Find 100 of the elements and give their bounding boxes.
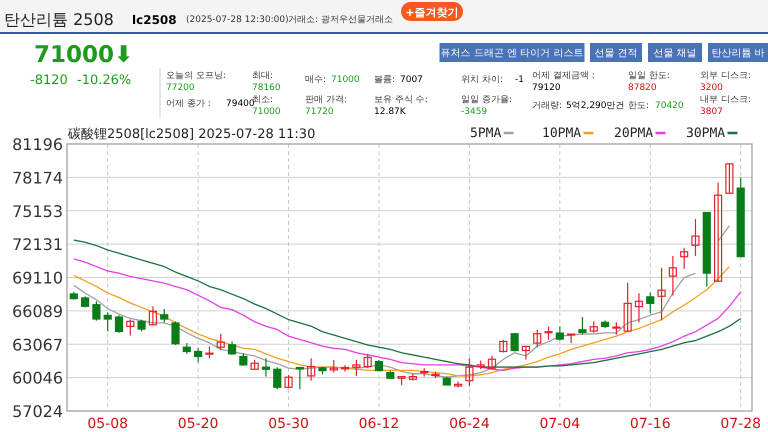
x-tick-label: 06-24 — [449, 416, 490, 432]
text: 71000 — [252, 107, 281, 117]
text: 최소: — [252, 95, 274, 105]
candlestick — [262, 358, 270, 378]
candlestick — [205, 346, 214, 359]
text: 오늘의 오프닝: — [166, 71, 226, 81]
candlestick — [668, 255, 677, 296]
text: 보유 주식 수: — [374, 95, 428, 105]
text: 최대: — [252, 71, 274, 81]
text: (2025-07-28 12:30:00) — [186, 15, 289, 25]
candlestick — [352, 359, 360, 377]
text: 내부 디스크: — [700, 95, 751, 105]
text: 79400 — [226, 99, 255, 109]
x-tick-label: 05-20 — [178, 416, 218, 432]
text: -1 — [515, 75, 524, 85]
text: 5억2,290만건 — [566, 101, 624, 111]
candlestick — [239, 352, 248, 366]
y-tick-label: 81196 — [12, 135, 63, 154]
candlestick — [92, 300, 100, 322]
candlestick — [228, 340, 236, 356]
y-tick-label: 63067 — [12, 335, 63, 354]
candlestick — [590, 320, 598, 334]
candlestick — [194, 348, 202, 363]
candlestick — [182, 342, 191, 354]
text: 퓨처스 드래곤 엔 타이거 리스트 — [440, 48, 584, 59]
text: 77200 — [166, 83, 195, 93]
candlestick — [657, 267, 666, 321]
candlestick — [714, 182, 722, 282]
candlestick — [160, 308, 168, 323]
text: 3200 — [700, 83, 724, 93]
text: 선물 채널 — [653, 48, 697, 59]
text: +즐겨찾기 — [405, 6, 459, 19]
candlestick — [148, 306, 158, 326]
chart-title: 탄산리튬 2508 — [4, 10, 114, 29]
candlestick — [544, 326, 553, 340]
text: 판매 가격: — [305, 95, 347, 105]
text: 어제 결제금액 : — [532, 71, 595, 81]
candlestick — [522, 345, 530, 360]
y-tick-label: 72131 — [12, 235, 63, 254]
x-tick-label: 06-12 — [358, 416, 400, 432]
candlestick — [216, 333, 225, 350]
text: 탄산리튬 바 — [711, 48, 765, 59]
candlestick — [307, 358, 316, 382]
candlestick — [104, 312, 112, 332]
candlestick — [364, 353, 372, 369]
text: 71720 — [305, 107, 334, 117]
text: 한도: — [628, 101, 650, 111]
y-tick-label: 60046 — [12, 368, 63, 388]
candlestick — [612, 322, 620, 336]
text: lc2508 — [132, 13, 177, 27]
candlestick — [634, 292, 644, 323]
text: 71000⬇ — [34, 42, 134, 68]
candlestick — [533, 329, 542, 348]
candlestick — [691, 218, 700, 257]
text: 일일 증가율: — [461, 95, 512, 105]
candlestick — [725, 163, 734, 194]
candlestick — [126, 319, 134, 336]
candlestick — [624, 282, 632, 332]
text: 87820 — [628, 83, 657, 93]
text: -8120 — [30, 73, 68, 88]
candlestick — [374, 359, 384, 372]
y-tick-label: 75153 — [12, 202, 63, 221]
text: 3807 — [700, 107, 723, 117]
y-tick-label: 69110 — [12, 268, 63, 288]
candlestick — [567, 333, 576, 344]
x-tick-label: 07-04 — [539, 416, 580, 432]
candlestick — [273, 366, 282, 390]
candlestick — [465, 358, 474, 387]
text: -10.26% — [77, 73, 132, 88]
candlestick — [510, 332, 519, 352]
text: 매수: — [305, 75, 326, 85]
x-tick-label: 05-08 — [87, 416, 128, 432]
text: 위치 차이: — [461, 75, 503, 85]
text: 선물 견적 — [594, 48, 638, 59]
candlestick — [578, 316, 587, 336]
candlestick — [476, 360, 485, 370]
chart-subtitle: 碳酸锂2508[lc2508] 2025-07-28 11:30 — [67, 127, 316, 142]
text: 어제 종가 : — [166, 99, 211, 109]
candlestick — [171, 320, 180, 346]
legend-label: 30PMA — [686, 126, 726, 141]
candlestick — [138, 319, 146, 332]
y-tick-label: 66089 — [12, 302, 63, 321]
text: 7007 — [400, 75, 423, 85]
text: 외부 디스크: — [700, 71, 751, 81]
y-tick-label: 57024 — [12, 402, 63, 421]
candlestick — [284, 374, 293, 389]
candlestick — [556, 326, 564, 342]
text: 78160 — [252, 83, 281, 93]
text: 12.87K — [374, 107, 407, 117]
candlestick — [646, 292, 654, 314]
candlestick — [420, 368, 428, 378]
text: 79120 — [532, 83, 561, 93]
x-tick-label: 05-30 — [268, 416, 309, 432]
legend-label: 5PMA — [470, 126, 502, 141]
text: 거래소: 광저우선물거래소 — [288, 15, 393, 25]
candlestick — [80, 296, 90, 308]
legend-label: 20PMA — [614, 126, 654, 141]
line-series — [73, 239, 742, 368]
x-tick-label: 07-16 — [630, 416, 671, 432]
candlestick — [499, 339, 508, 354]
